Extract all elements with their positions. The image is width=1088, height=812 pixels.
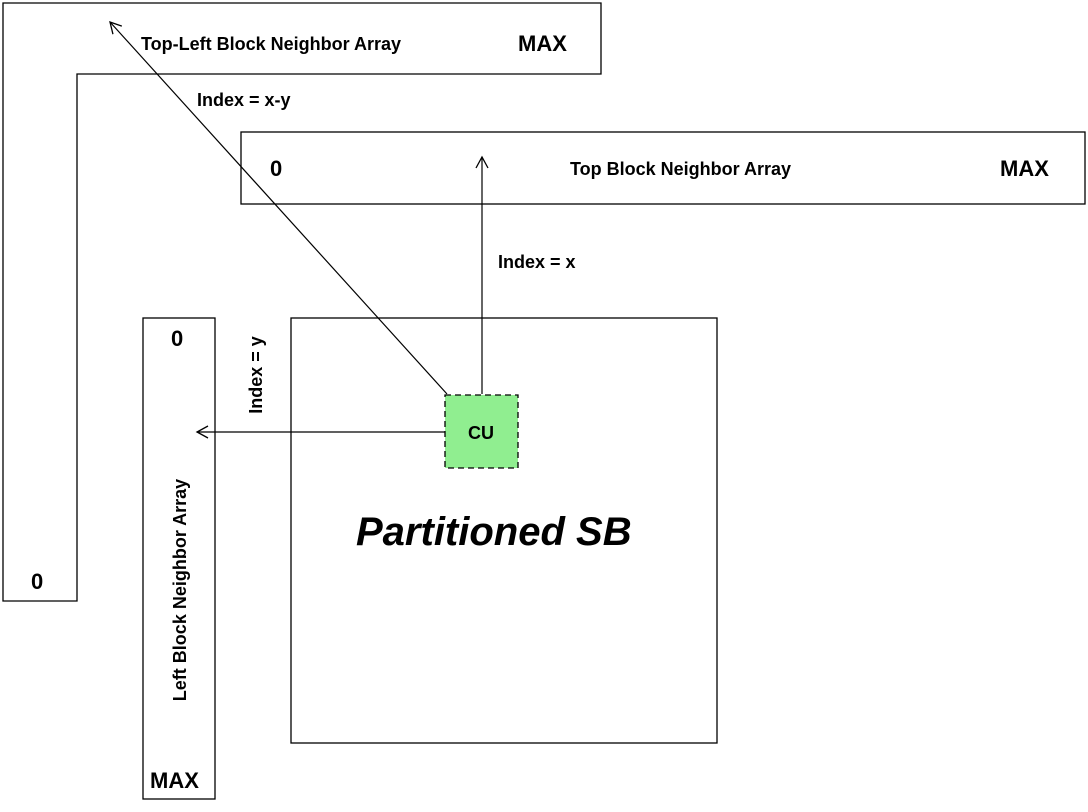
top-left-array-max-label: MAX: [518, 31, 567, 56]
partitioned-sb-label: Partitioned SB: [356, 510, 632, 554]
arrow-to-top-left: [109, 20, 448, 395]
top-array-zero-label: 0: [270, 156, 282, 181]
top-array-label: Top Block Neighbor Array: [570, 159, 791, 179]
partitioned-sb-box: [290, 317, 718, 744]
left-array-box: [142, 317, 216, 800]
top-left-array-zero-label: 0: [31, 569, 43, 594]
left-array-zero-label: 0: [171, 326, 183, 351]
top-left-array-label: Top-Left Block Neighbor Array: [141, 34, 401, 54]
left-array-label: Left Block Neighbor Array: [170, 479, 190, 701]
top-array-max-label: MAX: [1000, 156, 1049, 181]
top-array-box: [240, 131, 1086, 205]
cu-label: CU: [468, 423, 494, 443]
left-array-max-label: MAX: [150, 768, 199, 793]
top-index-label: Index = x: [498, 252, 576, 272]
top-left-array-shape: [2, 2, 602, 602]
left-index-label: Index = y: [246, 336, 266, 414]
top-left-index-label: Index = x-y: [197, 90, 291, 110]
cu-block: [444, 394, 519, 469]
